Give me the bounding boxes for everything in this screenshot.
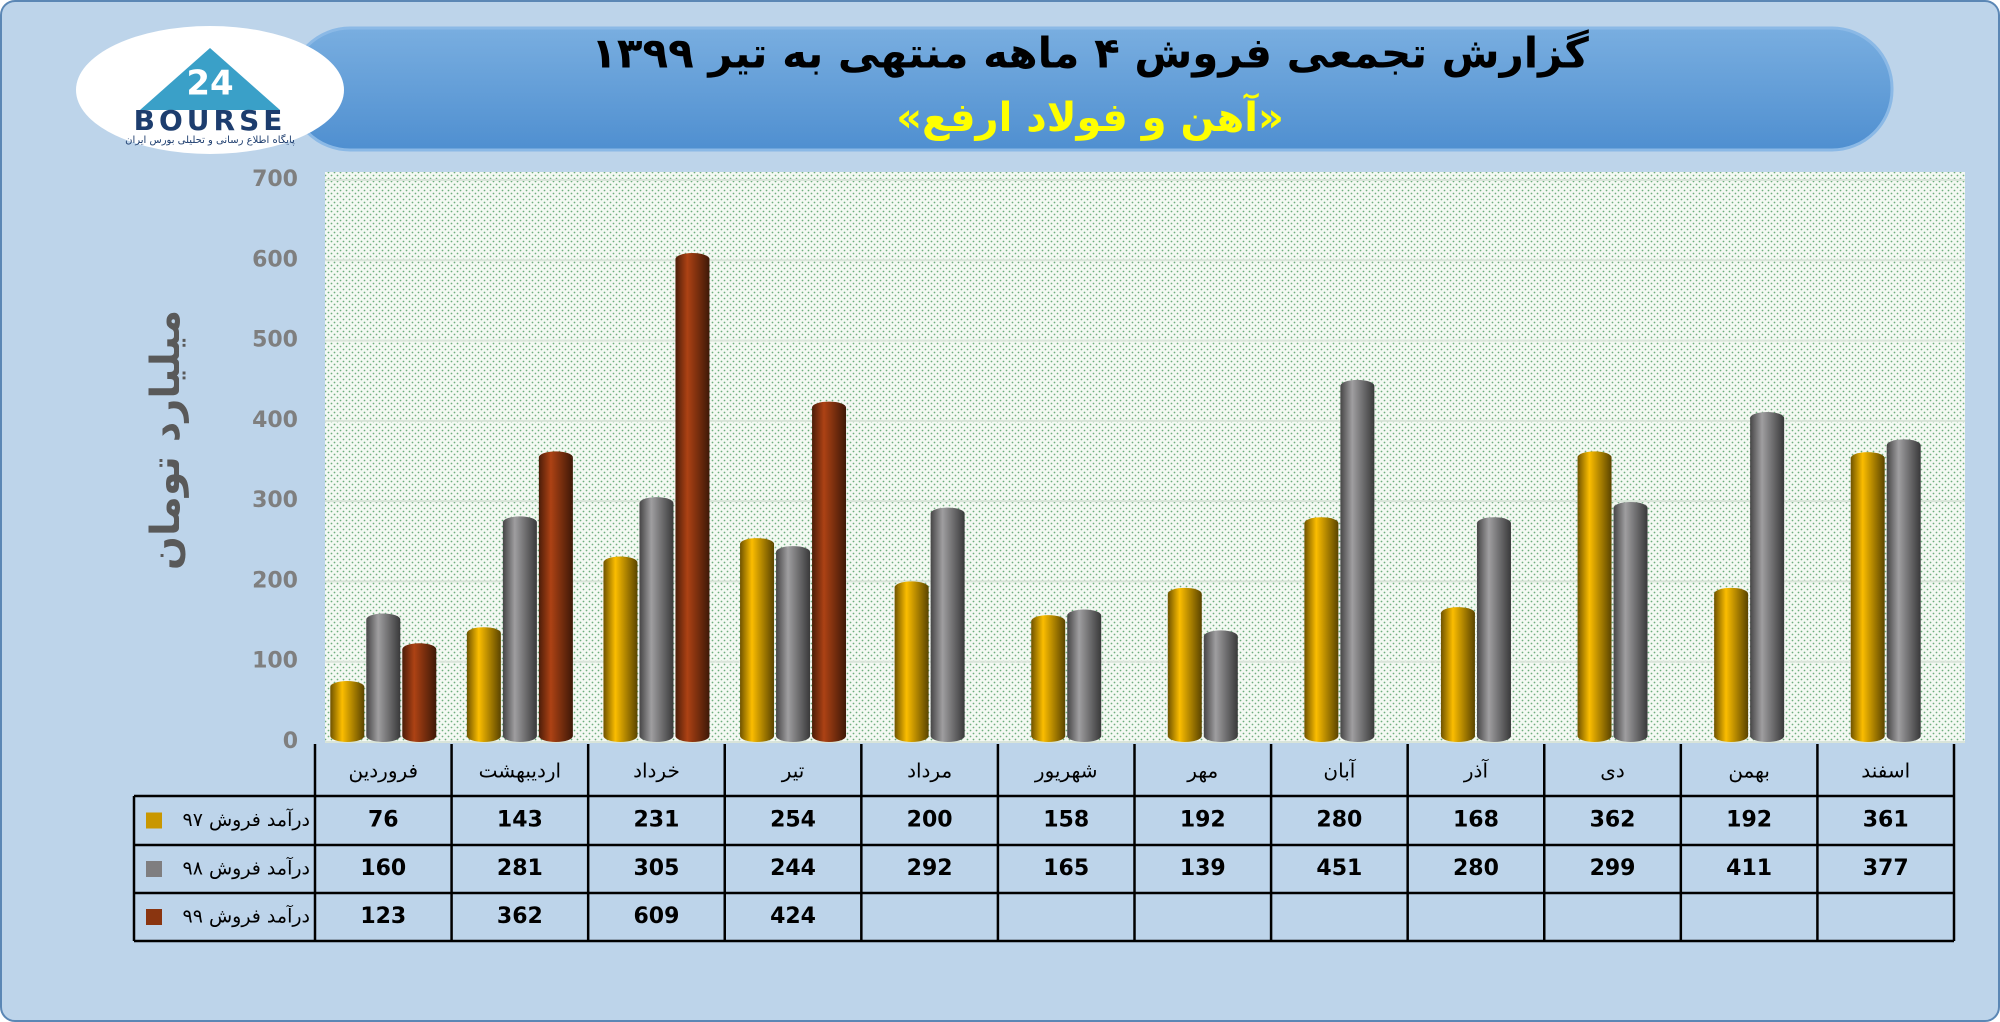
bar <box>402 643 437 742</box>
x-tick-label: مهر <box>1186 759 1218 783</box>
table-value: 192 <box>1726 808 1772 833</box>
x-tick-label: شهریور <box>1034 759 1098 783</box>
table-value: 168 <box>1453 808 1499 833</box>
x-tick-label: فروردین <box>348 759 418 783</box>
bar <box>1167 587 1202 742</box>
bar <box>812 401 847 742</box>
table-value: 244 <box>770 856 816 881</box>
table-value: 200 <box>907 808 953 833</box>
table-value: 160 <box>360 856 406 881</box>
bar <box>603 556 638 742</box>
table-value: 143 <box>497 808 543 833</box>
logo-number: 24 <box>186 64 233 104</box>
logo: 24 BOURSE پایگاه اطلاع رسانی و تحلیلی بو… <box>76 26 344 154</box>
y-axis-label: میلیارد تومان <box>143 310 189 570</box>
table-value: 377 <box>1863 856 1909 881</box>
y-tick-label: 100 <box>252 649 298 674</box>
y-tick-label: 500 <box>252 328 298 353</box>
bar <box>1440 607 1475 742</box>
logo-tagline: پایگاه اطلاع رسانی و تحلیلی بورس ایران <box>125 134 295 146</box>
legend-label: درآمد فروش ۹۸ <box>182 856 310 880</box>
table-value: 254 <box>770 808 816 833</box>
bar <box>1340 379 1375 742</box>
bar <box>1304 517 1339 742</box>
legend-swatch <box>146 861 162 877</box>
legend-swatch <box>146 812 162 829</box>
bar <box>639 497 674 742</box>
x-tick-label: آذر <box>1463 758 1490 783</box>
bar <box>1613 501 1648 742</box>
bar <box>1886 439 1921 742</box>
table-value: 280 <box>1453 856 1499 881</box>
x-tick-label: اسفند <box>1861 759 1910 783</box>
table-value: 451 <box>1316 856 1362 881</box>
bar <box>1850 452 1885 742</box>
bar <box>930 507 965 742</box>
bar <box>538 451 573 742</box>
y-tick-label: 200 <box>252 568 298 593</box>
bar <box>776 546 811 742</box>
y-tick-label: 300 <box>252 488 298 513</box>
y-tick-label: 700 <box>252 167 298 192</box>
bar <box>502 516 537 742</box>
table-value: 362 <box>497 904 543 929</box>
bar <box>894 581 929 742</box>
x-tick-label: خرداد <box>633 759 680 783</box>
table-value: 280 <box>1316 808 1362 833</box>
table-value: 299 <box>1590 856 1636 881</box>
table-value: 362 <box>1590 808 1636 833</box>
table-value: 165 <box>1043 856 1089 881</box>
legend-label: درآمد فروش ۹۷ <box>182 807 310 831</box>
x-tick-label: آبان <box>1323 758 1356 783</box>
table-value: 305 <box>633 856 679 881</box>
table-value: 231 <box>633 808 679 833</box>
bar <box>740 538 775 742</box>
table-value: 361 <box>1863 808 1909 833</box>
table-value: 424 <box>770 904 816 929</box>
table-value: 411 <box>1726 856 1772 881</box>
bar <box>466 627 501 742</box>
bar <box>366 613 401 742</box>
y-tick-label: 400 <box>252 408 298 433</box>
logo-triangle <box>140 48 280 110</box>
y-tick-label: 600 <box>252 247 298 272</box>
chart-title: گزارش تجمعی فروش ۴ ماهه منتهی به تیر ۱۳۹… <box>591 29 1589 79</box>
table-value: 609 <box>633 904 679 929</box>
bar <box>1750 412 1785 742</box>
table-value: 158 <box>1043 808 1089 833</box>
bar <box>1031 615 1066 742</box>
bar <box>1714 587 1749 742</box>
x-tick-label: مرداد <box>907 759 952 783</box>
x-tick-label: دی <box>1600 759 1625 783</box>
bar <box>330 680 365 742</box>
bar <box>1476 517 1511 742</box>
legend-swatch <box>146 909 162 925</box>
table-value: 281 <box>497 856 543 881</box>
chart-subtitle: «آهن و فولاد ارفع» <box>896 92 1284 141</box>
bar <box>1067 609 1102 742</box>
logo-name: BOURSE <box>134 104 287 137</box>
table-value: 292 <box>907 856 953 881</box>
table-value: 192 <box>1180 808 1226 833</box>
plot-area <box>325 172 1965 742</box>
x-tick-label: اردیبهشت <box>479 759 561 783</box>
legend-label: درآمد فروش ۹۹ <box>182 904 310 928</box>
y-tick-label: 0 <box>283 729 298 754</box>
bar <box>1203 630 1238 742</box>
table-value: 139 <box>1180 856 1226 881</box>
bar <box>675 253 710 742</box>
table-value: 123 <box>360 904 406 929</box>
bar <box>1577 451 1612 742</box>
x-tick-label: بهمن <box>1728 759 1770 783</box>
x-tick-label: تیر <box>781 759 805 783</box>
table-value: 76 <box>368 808 399 833</box>
